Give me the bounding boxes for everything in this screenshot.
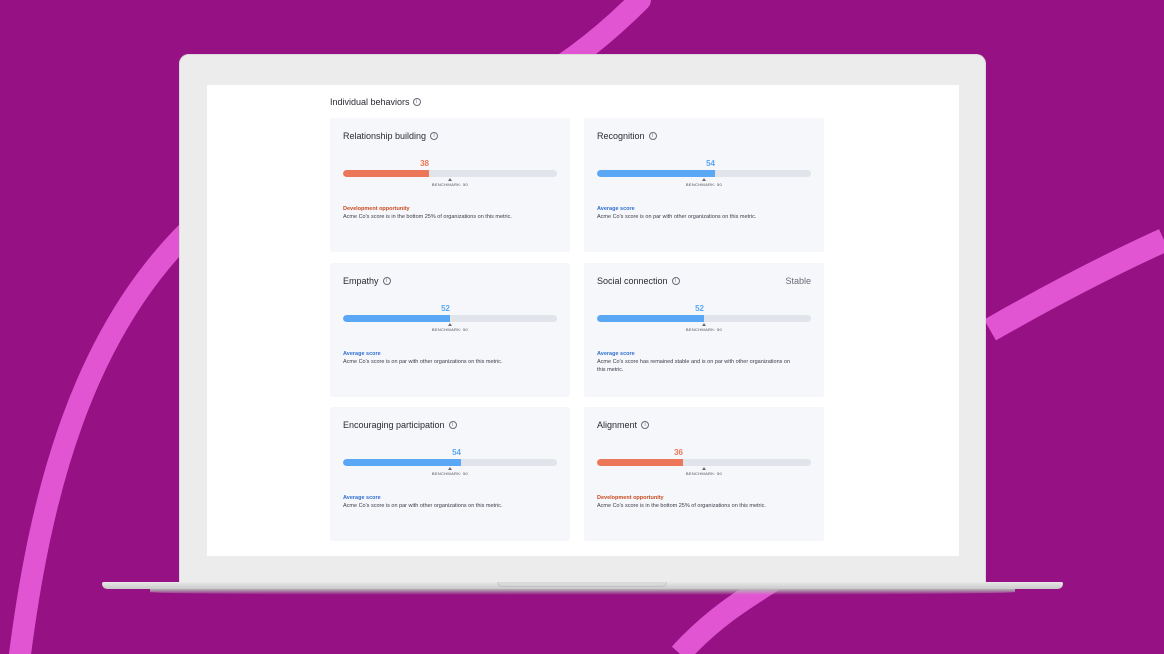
info-icon[interactable]: i	[648, 132, 657, 140]
card-title-text: Social connection	[597, 276, 668, 286]
score-value: 52	[441, 304, 450, 313]
score-value: 54	[706, 159, 715, 168]
score-bar-track	[343, 459, 557, 466]
benchmark-marker-icon	[702, 467, 706, 470]
info-icon[interactable]: i	[448, 421, 457, 429]
status-description: Acme Co's score is on par with other org…	[343, 503, 503, 509]
card-title: Recognition i	[597, 131, 657, 141]
info-icon[interactable]: i	[641, 421, 650, 429]
laptop-hinge-notch	[497, 582, 667, 587]
info-icon[interactable]: i	[382, 277, 391, 285]
status-label: Average score	[597, 206, 635, 212]
info-icon[interactable]: i	[412, 98, 421, 106]
card-title: Relationship building i	[343, 131, 439, 141]
behavior-card: Recognition i 54 BENCHMARK: 50 Average score…	[584, 118, 824, 252]
status-description: Acme Co's score has remained stable and …	[597, 359, 791, 373]
behavior-card: Alignment i 36 BENCHMARK: 50 Development opp…	[584, 407, 824, 541]
score-value: 54	[452, 448, 461, 457]
card-title: Social connection i	[597, 276, 680, 286]
benchmark-marker-icon	[448, 178, 452, 181]
score-bar-track	[597, 170, 811, 177]
section-title: Individual behaviors i	[330, 97, 421, 107]
benchmark-marker-icon	[448, 467, 452, 470]
app-screen: Individual behaviors i Relationship buil…	[207, 85, 959, 556]
card-title: Empathy i	[343, 276, 391, 286]
status-label: Average score	[597, 351, 635, 357]
card-title: Encouraging participation i	[343, 420, 457, 430]
benchmark-marker-icon	[702, 323, 706, 326]
behavior-card: Relationship building i 38 BENCHMARK: 50 Dev…	[330, 118, 570, 252]
benchmark-label: BENCHMARK: 50	[431, 327, 469, 332]
status-description: Acme Co's score is in the bottom 25% of …	[343, 214, 512, 220]
score-value: 36	[674, 448, 683, 457]
score-bar-fill	[343, 315, 450, 322]
laptop-shadow	[150, 589, 1015, 595]
info-icon[interactable]: i	[671, 277, 680, 285]
section-title-text: Individual behaviors	[330, 97, 410, 107]
benchmark-label: BENCHMARK: 50	[685, 471, 723, 476]
status-label: Development opportunity	[597, 495, 664, 501]
benchmark-label: BENCHMARK: 50	[431, 471, 469, 476]
status-description: Acme Co's score is on par with other org…	[597, 214, 757, 220]
card-title-text: Encouraging participation	[343, 420, 445, 430]
trend-label: Stable	[785, 276, 811, 286]
card-title-text: Recognition	[597, 131, 645, 141]
card-title-text: Relationship building	[343, 131, 427, 141]
benchmark-marker-icon	[702, 178, 706, 181]
card-title: Alignment i	[597, 420, 650, 430]
behavior-card: Empathy i 52 BENCHMARK: 50 Average score Acme…	[330, 263, 570, 397]
benchmark-marker-icon	[448, 323, 452, 326]
card-title-text: Empathy	[343, 276, 379, 286]
behavior-card: Encouraging participation i 54 BENCHMARK: 5…	[330, 407, 570, 541]
score-value: 52	[695, 304, 704, 313]
status-description: Acme Co's score is on par with other org…	[343, 359, 503, 365]
score-bar-track	[597, 459, 811, 466]
score-value: 38	[420, 159, 429, 168]
score-bar-fill	[597, 315, 704, 322]
score-bar-fill	[343, 170, 429, 177]
score-bar-track	[597, 315, 811, 322]
status-label: Average score	[343, 351, 381, 357]
benchmark-label: BENCHMARK: 50	[685, 327, 723, 332]
score-bar-fill	[597, 459, 683, 466]
score-bar-track	[343, 170, 557, 177]
score-bar-track	[343, 315, 557, 322]
benchmark-label: BENCHMARK: 50	[685, 182, 723, 187]
benchmark-label: BENCHMARK: 50	[431, 182, 469, 187]
status-description: Acme Co's score is in the bottom 25% of …	[597, 503, 766, 509]
score-bar-fill	[597, 170, 715, 177]
score-bar-fill	[343, 459, 461, 466]
status-label: Average score	[343, 495, 381, 501]
status-label: Development opportunity	[343, 206, 410, 212]
info-icon[interactable]: i	[430, 132, 439, 140]
card-title-text: Alignment	[597, 420, 638, 430]
behavior-card: Social connection i Stable 52 BENCHMARK: 50 A…	[584, 263, 824, 397]
